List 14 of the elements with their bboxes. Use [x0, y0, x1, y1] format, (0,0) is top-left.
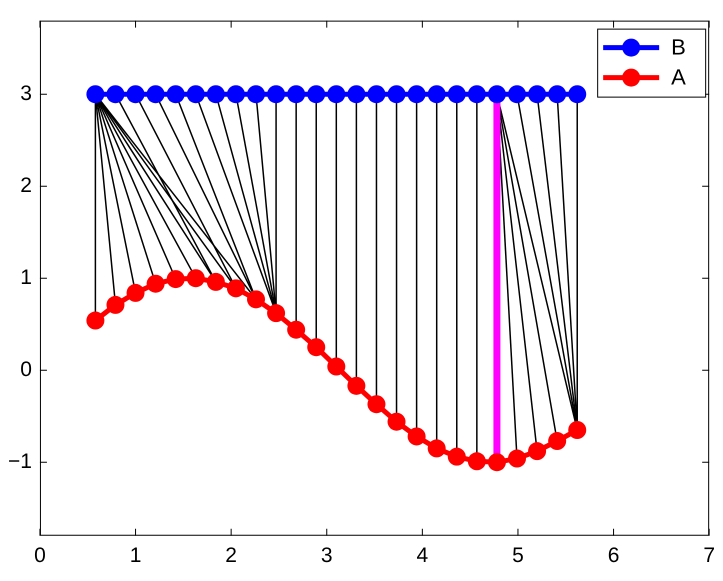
legend-label: A — [671, 64, 686, 90]
x-tick-label: 4 — [416, 544, 429, 568]
y-tick-label: 2 — [20, 174, 32, 197]
y-tick-label: −1 — [8, 450, 32, 473]
y-tick-label: 1 — [20, 266, 32, 289]
y-tick-label: 0 — [20, 358, 32, 381]
x-tick-label: 5 — [512, 544, 524, 568]
x-tick-label: 1 — [130, 544, 142, 568]
legend-label: B — [671, 34, 686, 60]
x-tick-label: 7 — [703, 544, 716, 568]
x-tick-label: 3 — [320, 544, 333, 568]
x-tick-label: 2 — [225, 544, 237, 568]
x-tick-label: 6 — [608, 544, 620, 568]
y-tick-label: 3 — [20, 82, 32, 105]
